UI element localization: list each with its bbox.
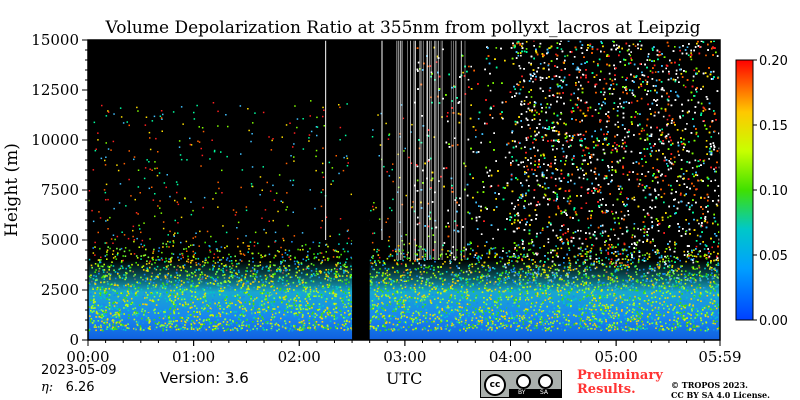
cc-license-badge[interactable]: cc BY SA: [480, 370, 562, 398]
colorbar-tick-label: 0.00: [759, 314, 788, 329]
x-tick-label: 04:00: [489, 348, 532, 366]
x-tick-label: 00:00: [66, 348, 109, 366]
eta-value: η: 6.26: [41, 380, 95, 395]
colorbar: [735, 59, 754, 321]
copyright-line-1: © TROPOS 2023.: [671, 380, 748, 390]
colorbar-tick-label: 0.15: [759, 119, 788, 134]
preliminary-line-2: Results.: [577, 382, 636, 397]
y-axis: 0 2500 5000 7500 10000 12500 15000: [31, 31, 88, 349]
eta-number: 6.26: [65, 380, 95, 395]
x-tick-label: 03:00: [383, 348, 426, 366]
x-tick-label: 05:59: [698, 348, 741, 366]
no-data-gap: [352, 40, 370, 340]
eta-symbol: η:: [41, 380, 54, 395]
y-tick-label: 2500: [41, 281, 79, 299]
y-tick-label: 15000: [31, 31, 79, 49]
x-tick-label: 01:00: [172, 348, 215, 366]
preliminary-note: Preliminary Results.: [577, 369, 663, 397]
noise-layer: [88, 40, 720, 340]
x-tick-label: 05:00: [595, 348, 638, 366]
y-tick-label: 0: [69, 331, 79, 349]
copyright-note: © TROPOS 2023. CC BY SA 4.0 License.: [671, 380, 770, 400]
copyright-line-2: CC BY SA 4.0 License.: [671, 390, 770, 400]
license-strip: BY SA: [509, 389, 562, 397]
chart-title: Volume Depolarization Ratio at 355nm fro…: [105, 18, 701, 38]
cc-logo-icon: cc: [484, 374, 506, 396]
colorbar-tick-label: 0.20: [759, 54, 788, 69]
measurement-date: 2023-05-09: [41, 363, 117, 378]
x-axis: 00:00 01:00 02:00 03:00 04:00 05:00 05:59: [66, 340, 742, 366]
y-tick-label: 5000: [41, 231, 79, 249]
by-label: BY: [518, 389, 526, 396]
colorbar-tick-label: 0.10: [759, 184, 788, 199]
preliminary-line-1: Preliminary: [577, 368, 663, 383]
colorbar-axis: 0.00 0.05 0.10 0.15 0.20: [753, 54, 788, 329]
x-tick-label: 02:00: [278, 348, 321, 366]
y-tick-label: 12500: [31, 81, 79, 99]
by-person-icon: [516, 374, 531, 389]
colorbar-tick-label: 0.05: [759, 249, 788, 264]
y-tick-label: 10000: [31, 131, 79, 149]
x-axis-label: UTC: [386, 369, 423, 388]
version-label: Version: 3.6: [160, 369, 249, 387]
y-tick-label: 7500: [41, 181, 79, 199]
sa-label: SA: [540, 389, 549, 396]
y-axis-label: Height (m): [2, 143, 22, 237]
sa-share-icon: [538, 374, 553, 389]
